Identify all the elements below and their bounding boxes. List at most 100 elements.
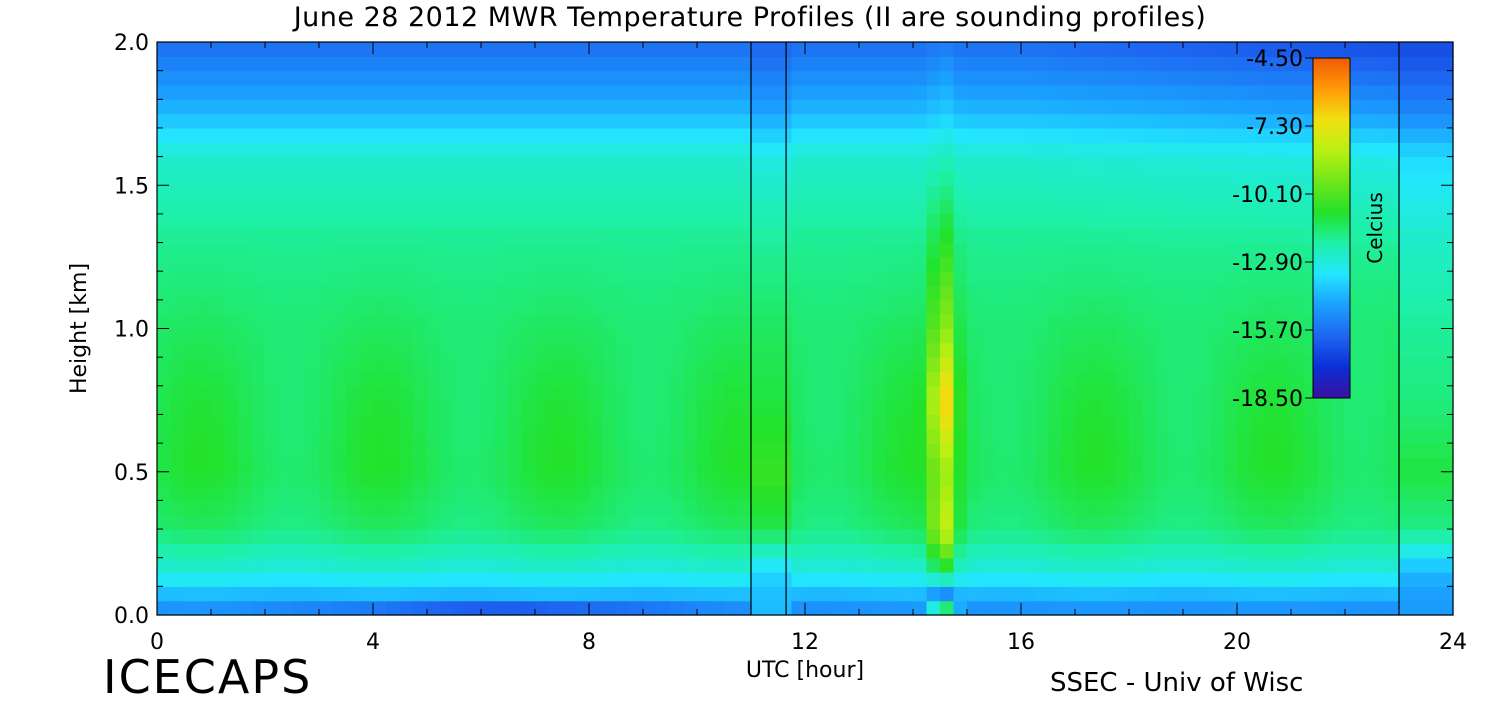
heatmap-cell: [629, 170, 644, 186]
heatmap-cell: [737, 328, 752, 344]
heatmap-cell: [1088, 385, 1103, 401]
heatmap-cell: [1372, 70, 1387, 86]
heatmap-cell: [764, 256, 779, 272]
heatmap-cell: [400, 242, 415, 258]
heatmap-cell: [332, 170, 347, 186]
heatmap-cell: [346, 142, 361, 158]
heatmap-cell: [1088, 514, 1103, 530]
heatmap-cell: [1264, 514, 1279, 530]
heatmap-cell: [1250, 500, 1265, 516]
heatmap-cell: [859, 385, 874, 401]
heatmap-cell: [832, 285, 847, 301]
heatmap-cell: [1210, 84, 1225, 100]
heatmap-cell: [778, 256, 793, 272]
heatmap-cell: [238, 414, 253, 430]
heatmap-cell: [683, 170, 698, 186]
heatmap-cell: [616, 271, 631, 287]
heatmap-cell: [238, 471, 253, 487]
heatmap-cell: [535, 529, 550, 544]
heatmap-cell: [724, 414, 739, 430]
heatmap-cell: [1412, 529, 1427, 544]
heatmap-cell: [832, 600, 847, 616]
heatmap-cell: [251, 271, 266, 287]
heatmap-cell: [1115, 471, 1130, 487]
heatmap-cell: [845, 557, 860, 573]
heatmap-cell: [1156, 514, 1171, 530]
heatmap-cell: [548, 543, 563, 559]
heatmap-cell: [413, 342, 428, 358]
heatmap-cell: [1021, 428, 1036, 444]
heatmap-cell: [1439, 299, 1454, 315]
heatmap-cell: [197, 84, 212, 100]
heatmap-cell: [926, 142, 941, 158]
heatmap-cell: [575, 242, 590, 258]
heatmap-cell: [440, 400, 455, 416]
heatmap-cell: [1399, 142, 1414, 158]
heatmap-cell: [589, 414, 604, 430]
heatmap-cell: [1210, 486, 1225, 501]
heatmap-cell: [1196, 113, 1211, 129]
heatmap-cell: [373, 256, 388, 272]
heatmap-cell: [1169, 529, 1184, 544]
heatmap-cell: [791, 42, 806, 57]
heatmap-cell: [1142, 457, 1157, 473]
heatmap-cell: [1277, 371, 1292, 387]
heatmap-cell: [1399, 529, 1414, 544]
heatmap-cell: [575, 371, 590, 387]
heatmap-cell: [1385, 428, 1400, 444]
heatmap-cell: [1399, 271, 1414, 287]
heatmap-cell: [440, 457, 455, 473]
heatmap-cell: [1183, 113, 1198, 129]
heatmap-cell: [899, 586, 914, 602]
heatmap-cell: [643, 56, 658, 72]
heatmap-cell: [886, 70, 901, 86]
heatmap-cell: [278, 185, 293, 201]
heatmap-cell: [1088, 113, 1103, 129]
heatmap-cell: [818, 42, 833, 57]
heatmap-cell: [805, 357, 820, 373]
heatmap-cell: [1426, 142, 1441, 158]
heatmap-cell: [764, 242, 779, 258]
heatmap-cell: [305, 586, 320, 602]
heatmap-cell: [1250, 99, 1265, 115]
heatmap-cell: [616, 385, 631, 401]
heatmap-cell: [481, 514, 496, 530]
heatmap-cell: [886, 400, 901, 416]
heatmap-cell: [1021, 199, 1036, 215]
heatmap-cell: [602, 84, 617, 100]
heatmap-cell: [1075, 70, 1090, 86]
heatmap-cell: [427, 99, 442, 115]
heatmap-cell: [494, 328, 509, 344]
heatmap-cell: [1156, 99, 1171, 115]
heatmap-cell: [494, 99, 509, 115]
heatmap-cell: [548, 414, 563, 430]
heatmap-cell: [953, 400, 968, 416]
heatmap-cell: [602, 414, 617, 430]
heatmap-cell: [1439, 572, 1454, 587]
heatmap-cell: [332, 471, 347, 487]
heatmap-cell: [265, 385, 280, 401]
heatmap-cell: [575, 271, 590, 287]
heatmap-cell: [1210, 529, 1225, 544]
heatmap-cell: [683, 242, 698, 258]
heatmap-cell: [224, 400, 239, 416]
heatmap-cell: [1237, 500, 1252, 516]
heatmap-cell: [1426, 342, 1441, 358]
heatmap-cell: [899, 199, 914, 215]
heatmap-cell: [481, 543, 496, 559]
heatmap-cell: [710, 500, 725, 516]
heatmap-cell: [1345, 428, 1360, 444]
heatmap-cell: [346, 600, 361, 616]
heatmap-cell: [1007, 572, 1022, 587]
heatmap-cell: [508, 42, 523, 57]
heatmap-cell: [778, 271, 793, 287]
heatmap-cell: [481, 113, 496, 129]
heatmap-cell: [251, 285, 266, 301]
heatmap-cell: [400, 529, 415, 544]
heatmap-cell: [656, 271, 671, 287]
heatmap-cell: [238, 500, 253, 516]
heatmap-cell: [413, 113, 428, 129]
heatmap-cell: [1102, 99, 1117, 115]
heatmap-cell: [1061, 400, 1076, 416]
heatmap-cell: [170, 457, 185, 473]
